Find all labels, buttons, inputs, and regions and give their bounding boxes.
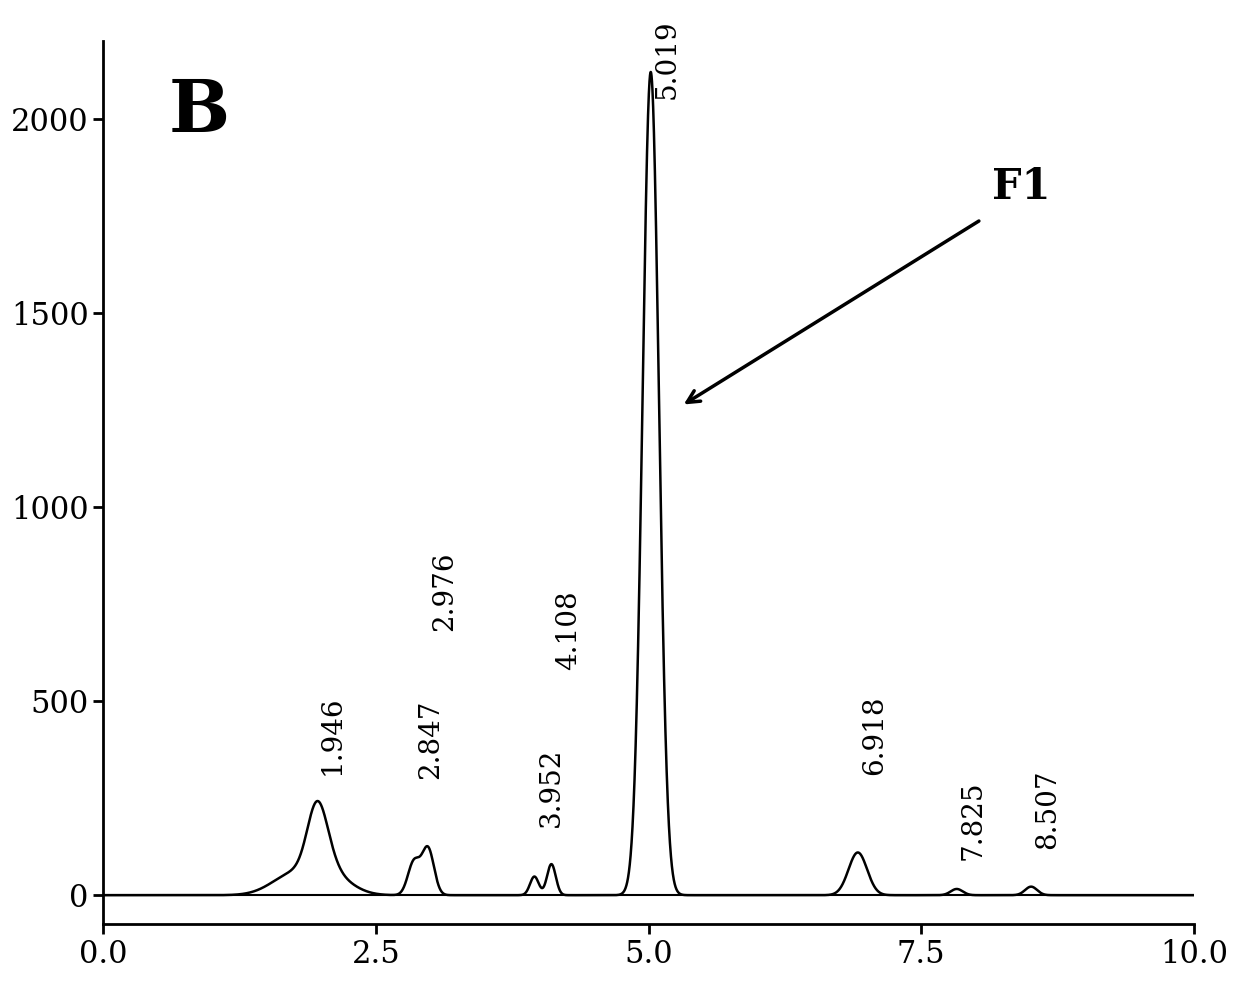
Text: 2.847: 2.847 <box>418 699 444 779</box>
Text: 1.946: 1.946 <box>318 696 346 775</box>
Text: 2.976: 2.976 <box>431 551 458 631</box>
Text: 7.825: 7.825 <box>960 781 987 860</box>
Text: 3.952: 3.952 <box>538 748 565 827</box>
Text: 4.108: 4.108 <box>555 591 581 670</box>
Text: B: B <box>169 77 230 147</box>
Text: 8.507: 8.507 <box>1035 769 1062 849</box>
Text: F1: F1 <box>992 166 1051 208</box>
Text: 6.918: 6.918 <box>861 696 888 775</box>
Text: 5.019: 5.019 <box>654 20 681 99</box>
